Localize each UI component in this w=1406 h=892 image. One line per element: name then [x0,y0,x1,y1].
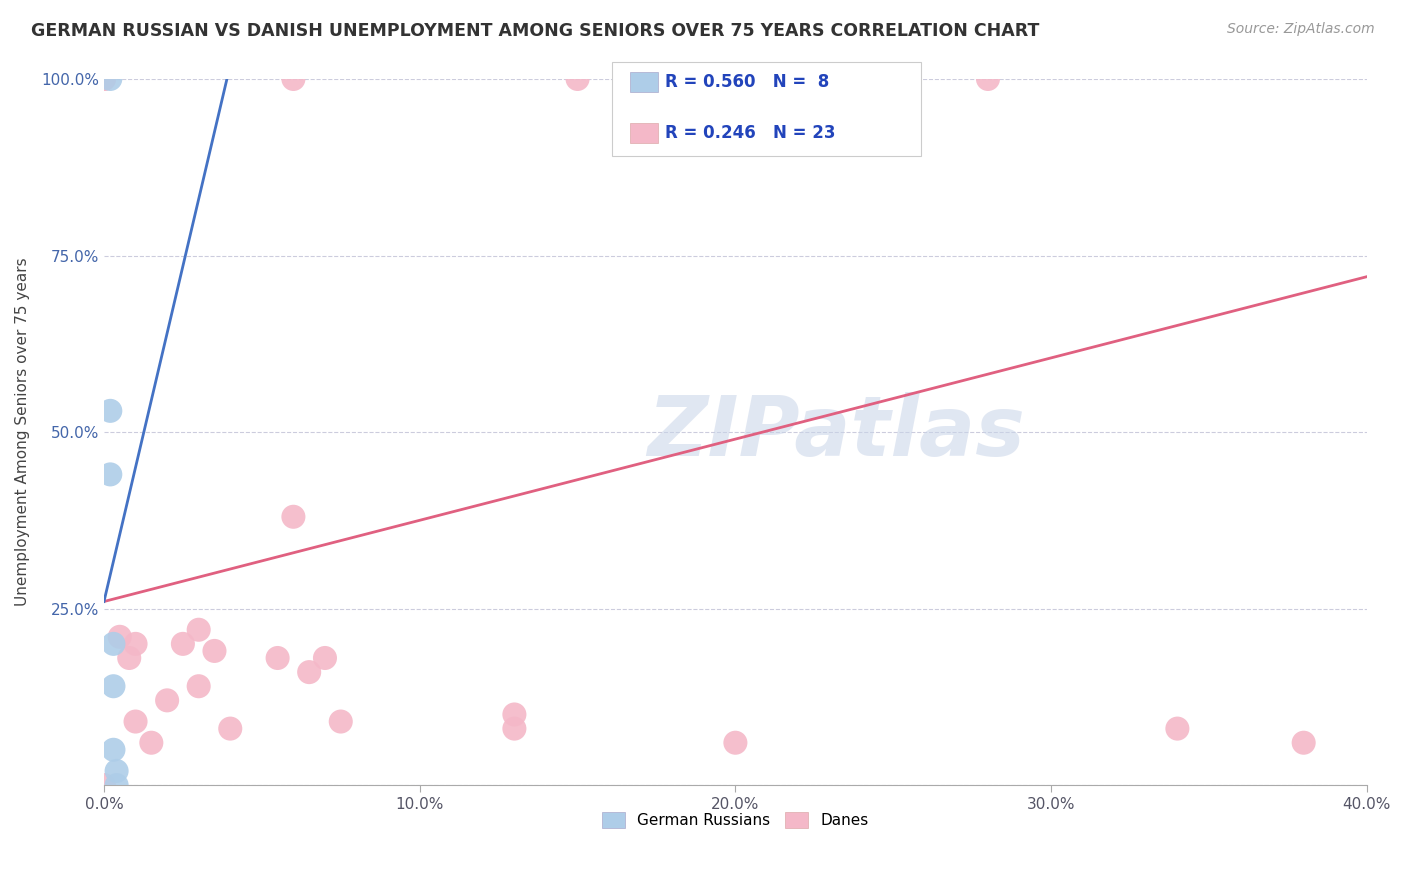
Point [156,693,179,707]
Point [204,644,226,658]
Point [567,72,589,87]
Y-axis label: Unemployment Among Seniors over 75 years: Unemployment Among Seniors over 75 years [15,258,30,607]
Point [103,679,125,693]
Point [298,665,321,679]
Point [882,72,904,87]
Point [124,714,146,729]
Text: ZIPatlas: ZIPatlas [648,392,1025,473]
Point [1166,722,1188,736]
Text: R = 0.246   N = 23: R = 0.246 N = 23 [665,124,835,142]
Point [105,764,128,778]
Point [503,707,526,722]
Point [283,509,305,524]
Point [266,651,288,665]
Point [93,778,115,792]
Point [98,467,121,482]
Point [187,623,209,637]
Text: GERMAN RUSSIAN VS DANISH UNEMPLOYMENT AMONG SENIORS OVER 75 YEARS CORRELATION CH: GERMAN RUSSIAN VS DANISH UNEMPLOYMENT AM… [31,22,1039,40]
Point [977,72,1000,87]
Point [118,651,141,665]
Point [93,72,115,87]
Point [93,72,115,87]
Point [755,72,778,87]
Point [283,72,305,87]
Point [103,637,125,651]
Point [124,637,146,651]
Point [103,743,125,757]
Point [98,404,121,418]
Point [108,630,131,644]
Point [503,722,526,736]
Point [172,637,194,651]
Legend: German Russians, Danes: German Russians, Danes [596,805,875,834]
Point [1292,736,1315,750]
Point [105,778,128,792]
Point [314,651,336,665]
Text: Source: ZipAtlas.com: Source: ZipAtlas.com [1227,22,1375,37]
Text: R = 0.560   N =  8: R = 0.560 N = 8 [665,73,830,91]
Point [141,736,163,750]
Point [219,722,242,736]
Point [98,72,121,87]
Point [187,679,209,693]
Point [724,736,747,750]
Point [329,714,352,729]
